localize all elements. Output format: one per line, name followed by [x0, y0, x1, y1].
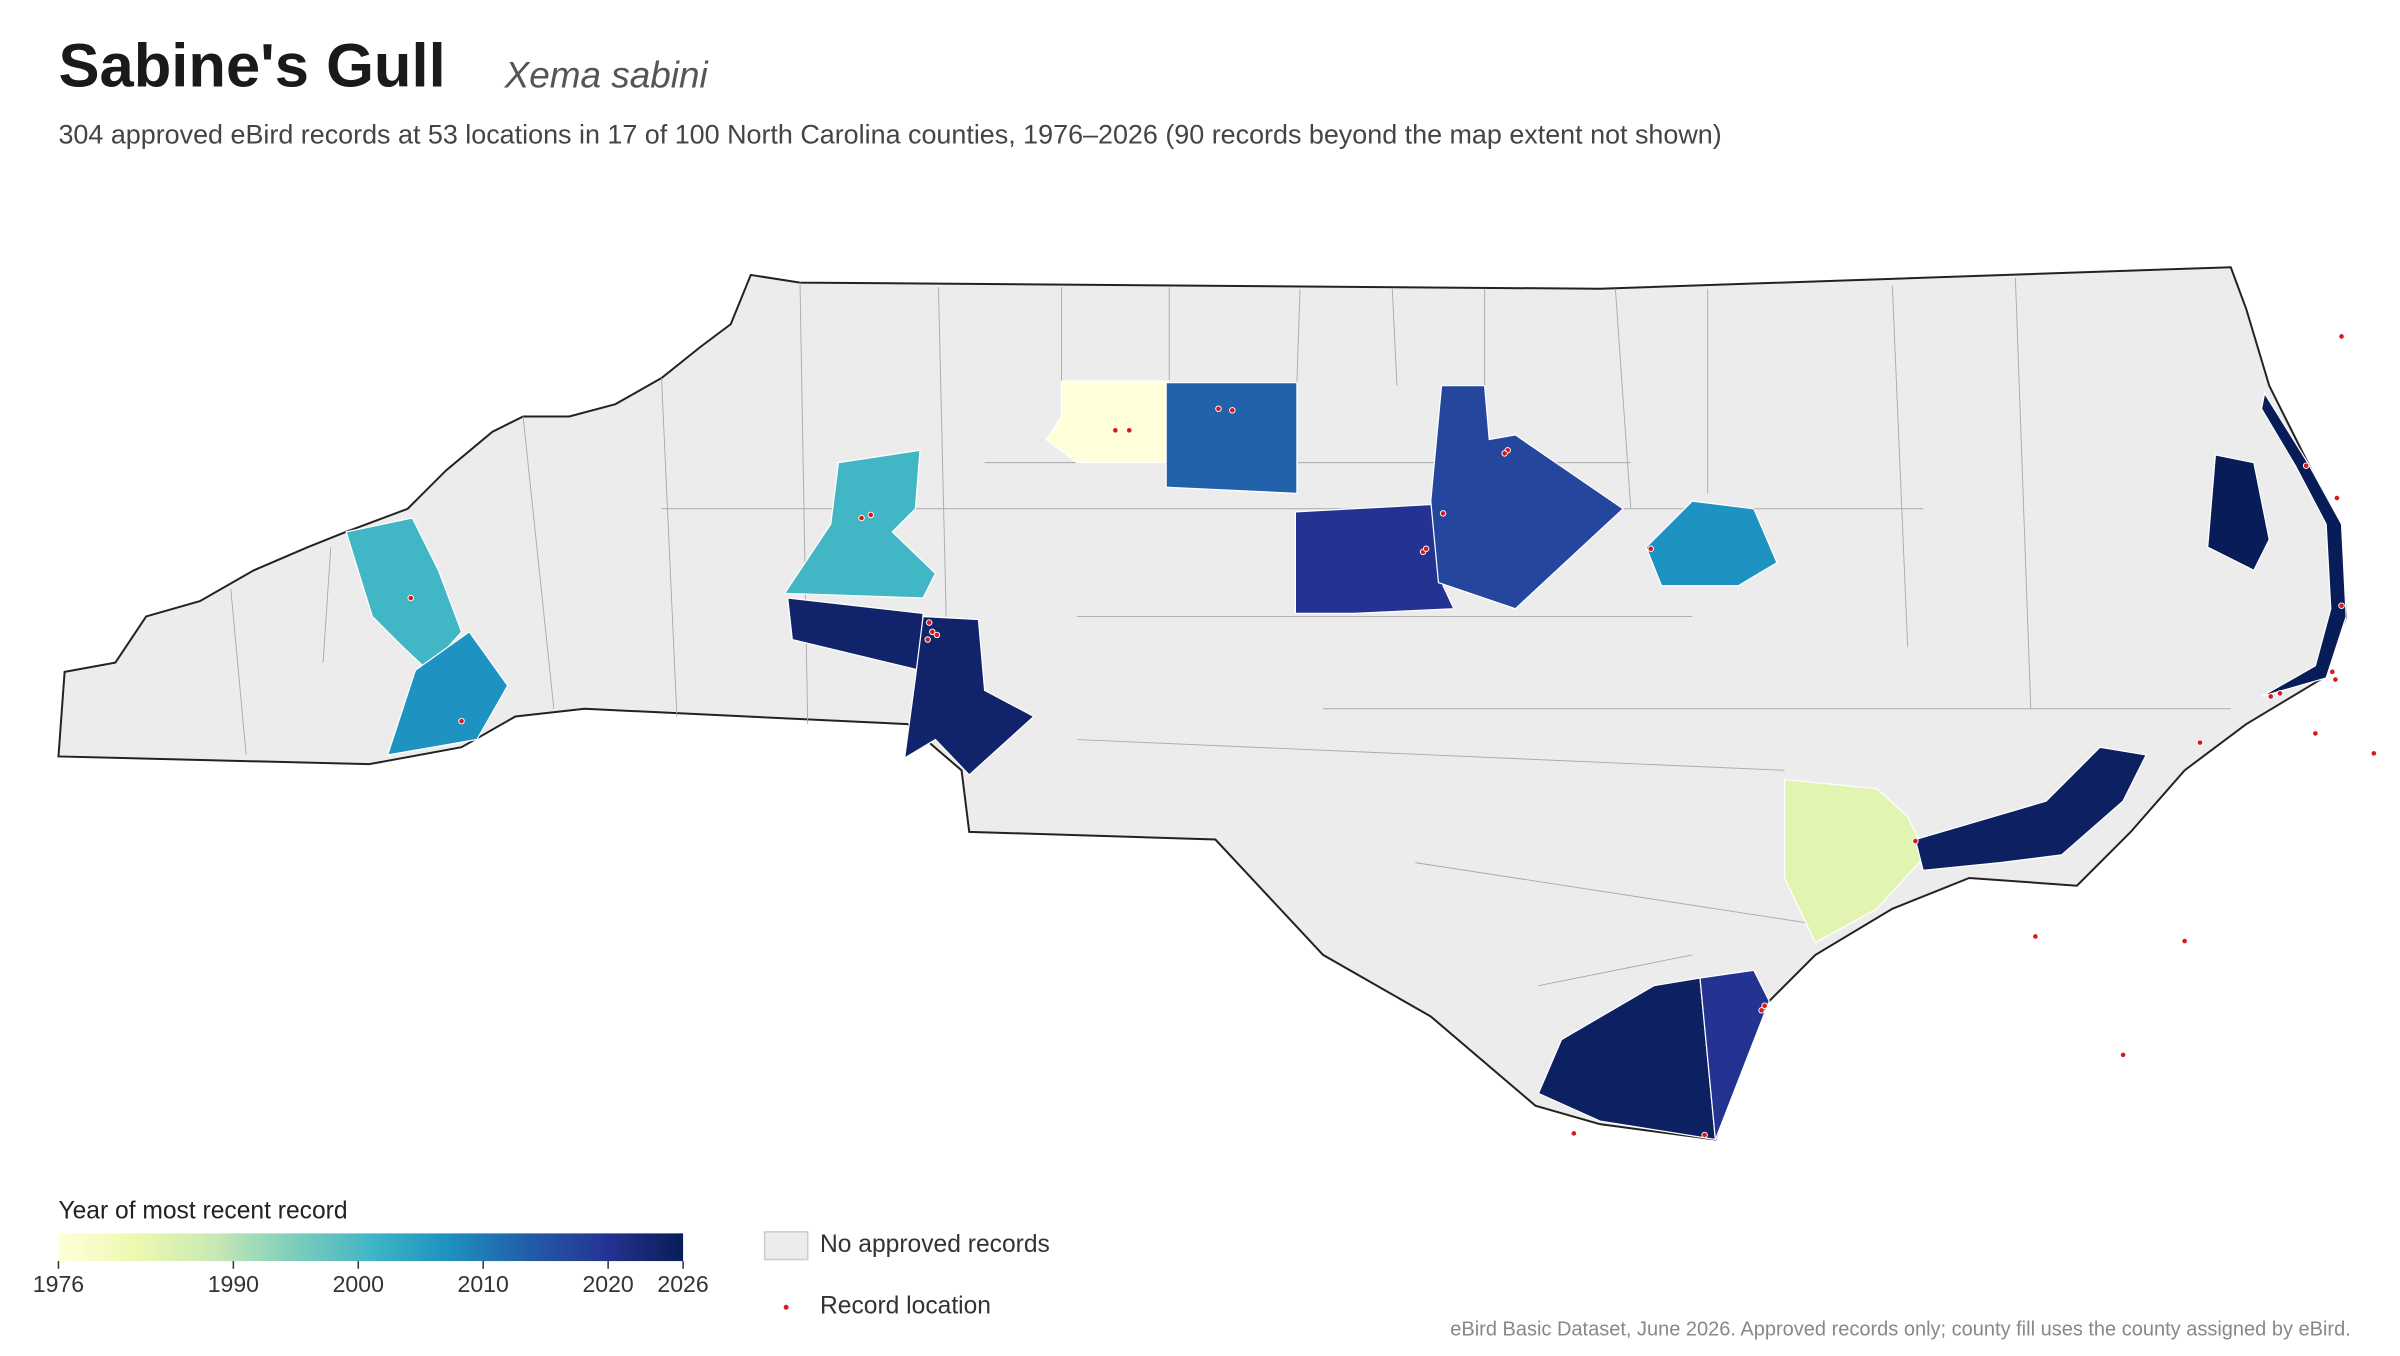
record-dot	[2276, 690, 2284, 697]
record-dot	[1912, 837, 1919, 845]
county	[1645, 500, 1778, 587]
colorbar-tick-label: 2026	[657, 1271, 708, 1297]
record-dot	[2312, 730, 2319, 737]
scientific-name: Xema sabini	[504, 55, 710, 96]
record-dot	[2181, 937, 2188, 945]
record-dot	[2119, 1051, 2127, 1059]
record-dot	[2196, 739, 2204, 746]
county-lines	[230, 277, 2231, 987]
county	[1294, 503, 1455, 614]
record-dot	[2338, 602, 2345, 609]
colorbar-tick-label: 1990	[208, 1271, 259, 1297]
record-locations	[407, 333, 2378, 1139]
record-dot	[1758, 1007, 1765, 1014]
county	[1699, 969, 1770, 1140]
county	[783, 449, 937, 599]
record-dot	[407, 594, 415, 602]
record-dot	[924, 636, 931, 643]
record-dot	[2267, 693, 2274, 700]
record-dot	[2302, 462, 2310, 469]
record-dot	[1439, 510, 1447, 517]
record-dot	[1422, 545, 1430, 553]
colorbar-tick-label: 1976	[33, 1271, 84, 1297]
record-dot	[2338, 333, 2345, 340]
record-dot	[1647, 545, 1654, 553]
record-swatch	[783, 1304, 789, 1310]
county	[1165, 382, 1298, 495]
record-dot	[1126, 427, 1133, 434]
footnote: eBird Basic Dataset, June 2026. Approved…	[1450, 1319, 2351, 1341]
record-dot	[1112, 427, 1119, 434]
record-dot	[2333, 494, 2341, 502]
county	[1914, 746, 2148, 871]
colorbar-tick-label: 2000	[333, 1271, 384, 1297]
record-dot	[867, 511, 875, 519]
county	[903, 615, 1035, 776]
county	[1430, 385, 1625, 610]
record-dot	[458, 717, 465, 725]
record-dot	[1570, 1130, 1578, 1137]
record-dot	[1701, 1131, 1708, 1139]
county	[2207, 391, 2347, 698]
record-dot	[933, 631, 941, 639]
record-label: Record location	[820, 1293, 991, 1320]
legend-title: Year of most recent record	[58, 1197, 347, 1224]
county	[1784, 778, 1927, 944]
title: Sabine's Gull	[58, 32, 445, 101]
record-dot	[858, 514, 865, 522]
no-data-swatch	[763, 1231, 809, 1261]
subtitle: 304 approved eBird records at 53 locatio…	[58, 120, 1721, 150]
record-dot	[1229, 407, 1236, 414]
colorbar-tick-label: 2020	[582, 1271, 633, 1297]
record-dot	[1761, 1002, 1768, 1009]
no-data-label: No approved records	[820, 1231, 1050, 1258]
record-dot	[929, 628, 936, 636]
record-dot	[1215, 405, 1222, 413]
record-dot	[2329, 668, 2336, 676]
record-dot	[2332, 676, 2339, 683]
counties	[345, 380, 2347, 1141]
colorbar-ticks: 1976 1990 2000 2010 2020 2026	[33, 1261, 709, 1297]
record-dot	[2370, 750, 2378, 757]
record-dot	[926, 619, 933, 626]
colorbar-tick-label: 2010	[458, 1271, 509, 1297]
county	[386, 630, 509, 756]
county	[1045, 380, 1170, 464]
record-dot	[1501, 450, 1508, 457]
colorbar	[58, 1233, 684, 1262]
record-dot	[2032, 933, 2039, 940]
